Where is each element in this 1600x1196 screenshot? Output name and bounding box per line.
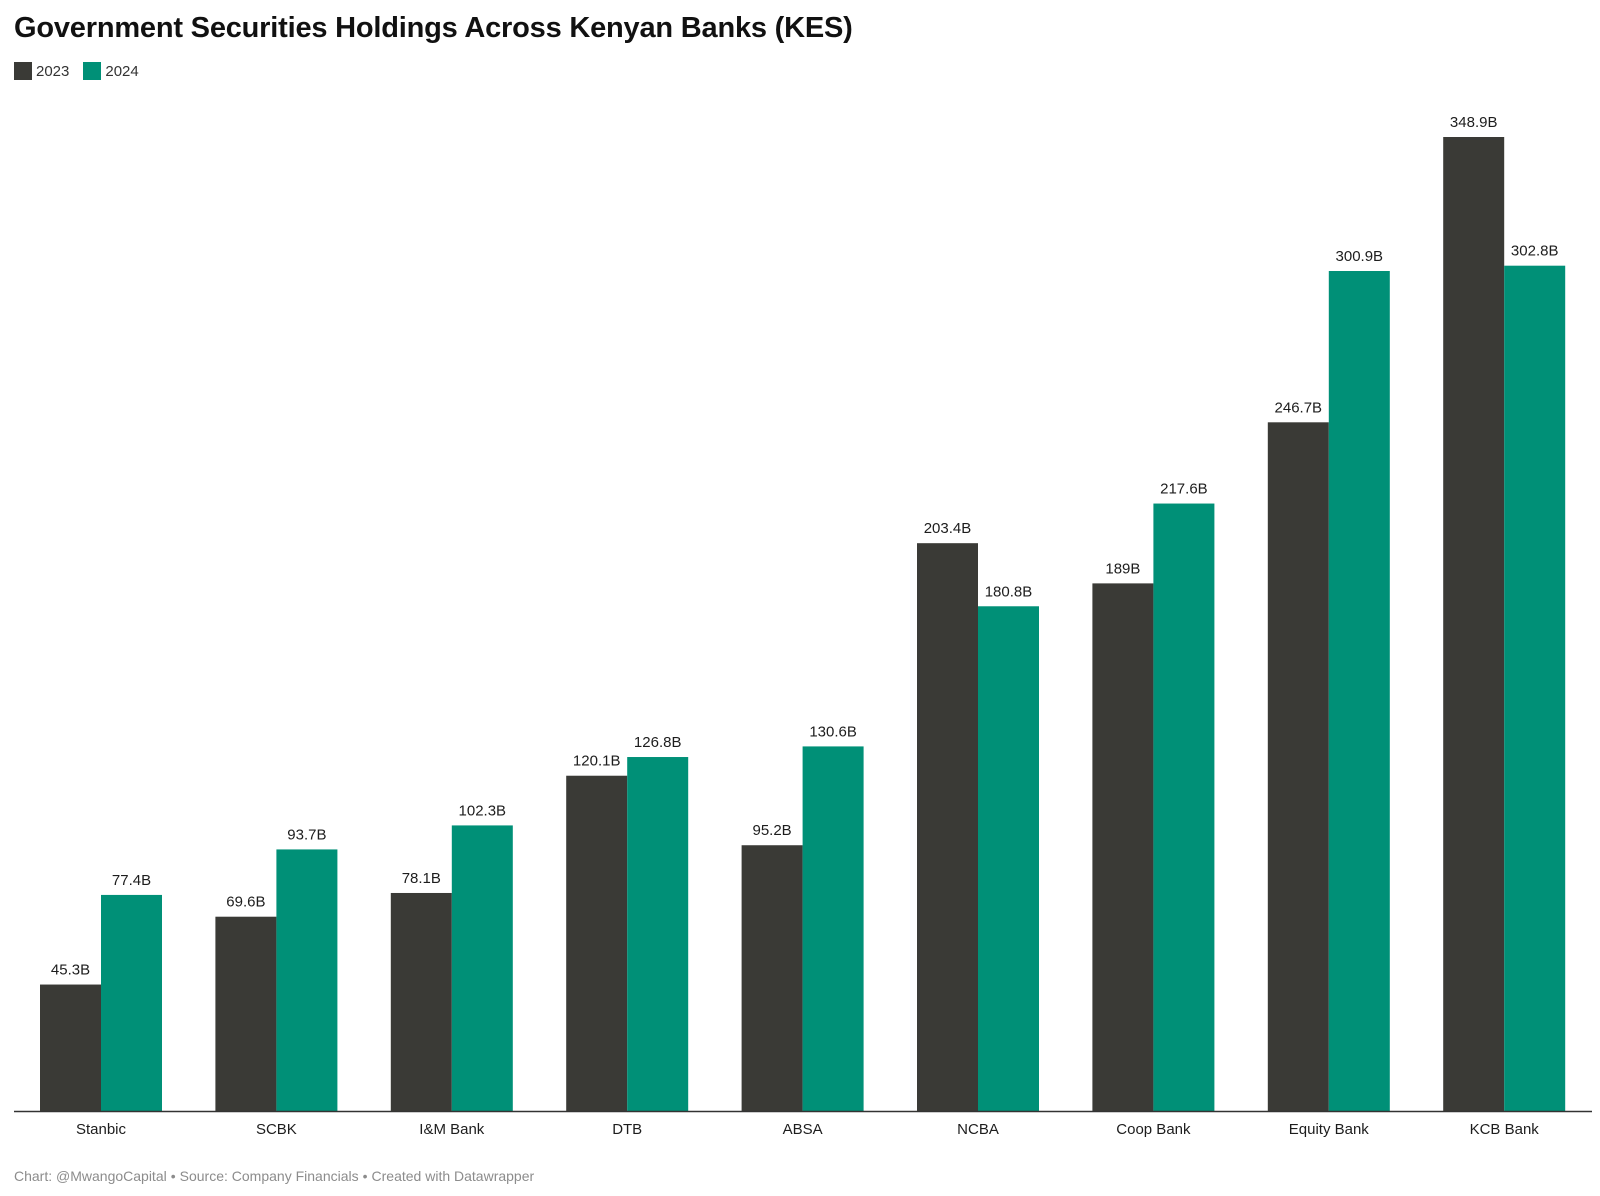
footer-separator: • bbox=[362, 1168, 368, 1184]
bar-stanbic-2024 bbox=[101, 894, 162, 1111]
data-label-stanbic-2024: 77.4B bbox=[112, 872, 151, 889]
bar-scbk-2024 bbox=[276, 849, 338, 1111]
data-label-ncba-2024: 180.8B bbox=[985, 583, 1033, 600]
bar-kcb-bank-2023 bbox=[1443, 137, 1505, 1111]
x-tick-label-equity-bank: Equity Bank bbox=[1289, 1121, 1370, 1138]
legend: 2023 2024 bbox=[14, 62, 153, 80]
x-tick-label-coop-bank: Coop Bank bbox=[1116, 1121, 1191, 1138]
footer-separator: • bbox=[170, 1168, 176, 1184]
x-tick-label-kcb-bank: KCB Bank bbox=[1470, 1121, 1540, 1138]
data-label-kcb-bank-2024: 302.8B bbox=[1511, 243, 1559, 260]
bar-ncba-2023 bbox=[917, 543, 978, 1111]
bar-absa-2023 bbox=[741, 845, 803, 1111]
x-tick-label-absa: ABSA bbox=[783, 1121, 823, 1138]
x-tick-label-stanbic: Stanbic bbox=[76, 1121, 127, 1138]
bar-chart: 45.3B 77.4B Stanbic 69.6B 93.7B SCBK 78.1B 102.… bbox=[14, 114, 1592, 1138]
legend-item-2023: 2023 bbox=[14, 62, 69, 80]
footer-source: Source: Company Financials bbox=[179, 1168, 359, 1184]
data-label-i-m-bank-2024: 102.3B bbox=[459, 802, 507, 819]
footer-chart-credit: Chart: @MwangoCapital bbox=[14, 1168, 167, 1184]
bar-stanbic-2023 bbox=[40, 984, 101, 1111]
x-tick-label-scbk: SCBK bbox=[256, 1121, 297, 1138]
data-label-equity-bank-2024: 300.9B bbox=[1336, 248, 1384, 265]
data-label-equity-bank-2023: 246.7B bbox=[1275, 399, 1323, 416]
legend-swatch-2024 bbox=[83, 62, 102, 80]
bar-ncba-2024 bbox=[978, 606, 1039, 1111]
data-label-absa-2024: 130.6B bbox=[809, 723, 857, 740]
data-label-coop-bank-2023: 189B bbox=[1105, 560, 1140, 577]
bar-coop-bank-2023 bbox=[1092, 583, 1154, 1111]
footer: Chart: @MwangoCapital • Source: Company Fi… bbox=[14, 1168, 534, 1184]
footer-tool: Created with Datawrapper bbox=[371, 1168, 535, 1184]
data-label-kcb-bank-2023: 348.9B bbox=[1450, 114, 1498, 131]
x-tick-label-i-m-bank: I&M Bank bbox=[419, 1121, 485, 1138]
data-label-scbk-2024: 93.7B bbox=[287, 826, 326, 843]
legend-label-2023: 2023 bbox=[36, 62, 70, 80]
bar-absa-2024 bbox=[802, 746, 864, 1111]
data-label-coop-bank-2024: 217.6B bbox=[1160, 481, 1208, 498]
data-label-i-m-bank-2023: 78.1B bbox=[402, 870, 441, 887]
data-label-dtb-2024: 126.8B bbox=[634, 734, 682, 751]
x-tick-label-dtb: DTB bbox=[612, 1121, 642, 1138]
data-label-dtb-2023: 120.1B bbox=[573, 753, 621, 770]
bar-i-m-bank-2024 bbox=[451, 825, 513, 1111]
chart-title: Government Securities Holdings Across Ke… bbox=[14, 12, 853, 44]
legend-swatch-2023 bbox=[14, 62, 32, 80]
bar-dtb-2024 bbox=[627, 757, 689, 1111]
bar-dtb-2023 bbox=[566, 775, 628, 1111]
bar-coop-bank-2024 bbox=[1153, 503, 1215, 1111]
data-label-absa-2023: 95.2B bbox=[752, 822, 791, 839]
bar-i-m-bank-2023 bbox=[390, 892, 452, 1111]
bar-equity-bank-2023 bbox=[1267, 422, 1329, 1111]
data-label-scbk-2023: 69.6B bbox=[226, 894, 265, 911]
data-label-ncba-2023: 203.4B bbox=[924, 520, 972, 537]
data-label-stanbic-2023: 45.3B bbox=[51, 962, 90, 979]
legend-item-2024: 2024 bbox=[83, 62, 139, 80]
legend-label-2024: 2024 bbox=[105, 62, 139, 80]
bar-scbk-2023 bbox=[215, 916, 277, 1111]
bar-kcb-bank-2024 bbox=[1504, 265, 1566, 1111]
bar-equity-bank-2024 bbox=[1328, 270, 1390, 1111]
x-tick-label-ncba: NCBA bbox=[957, 1121, 999, 1138]
